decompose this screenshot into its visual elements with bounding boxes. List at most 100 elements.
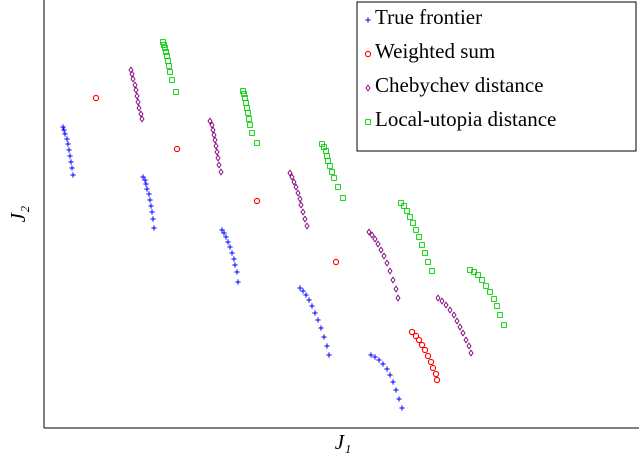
y-axis-label: J₂: [6, 206, 30, 223]
point: [163, 49, 169, 55]
point: [331, 175, 337, 181]
point: [429, 364, 437, 372]
point: [92, 94, 100, 102]
point: [457, 323, 463, 331]
legend-label: Local-utopia distance: [375, 107, 556, 131]
point: [132, 81, 138, 89]
point: [60, 124, 66, 130]
point: [318, 325, 324, 331]
point: [135, 98, 141, 106]
point: [297, 195, 303, 203]
point: [287, 169, 293, 177]
point: [326, 352, 332, 358]
point: [61, 127, 67, 133]
point: [166, 63, 172, 69]
point: [421, 346, 429, 354]
legend-marker: [364, 50, 372, 58]
point: [329, 169, 335, 175]
point: [302, 215, 308, 223]
point: [425, 259, 431, 265]
point: [167, 69, 173, 75]
point: [304, 222, 310, 230]
point: [173, 145, 181, 153]
point: [494, 303, 500, 309]
legend-marker: [365, 17, 371, 23]
point: [136, 104, 142, 112]
point: [240, 88, 246, 94]
point: [390, 276, 396, 284]
point: [412, 332, 420, 340]
point: [244, 105, 250, 111]
point: [140, 174, 146, 180]
point: [142, 177, 148, 183]
point: [424, 352, 432, 360]
point: [149, 209, 155, 215]
point: [325, 158, 331, 164]
point: [67, 153, 73, 159]
point: [212, 136, 218, 144]
point: [366, 228, 372, 236]
point: [207, 117, 213, 125]
point: [393, 387, 399, 393]
point: [408, 328, 416, 336]
point: [139, 115, 145, 123]
point: [369, 231, 375, 239]
point: [165, 58, 171, 64]
point: [460, 329, 466, 337]
point: [372, 235, 378, 243]
point: [410, 220, 416, 226]
point: [229, 250, 235, 256]
legend-marker: [365, 84, 371, 92]
point: [376, 357, 382, 363]
point: [64, 136, 70, 142]
point: [387, 267, 393, 275]
point: [211, 131, 217, 139]
point: [300, 288, 306, 294]
point: [468, 349, 474, 357]
legend-label: Weighted sum: [375, 39, 495, 63]
point: [324, 153, 330, 159]
point: [227, 244, 233, 250]
point: [151, 225, 157, 231]
point: [138, 110, 144, 118]
point: [62, 131, 68, 137]
point: [216, 161, 222, 169]
point: [433, 376, 441, 384]
point: [246, 116, 252, 122]
point: [380, 361, 386, 367]
point: [247, 122, 253, 128]
point: [150, 216, 156, 222]
point: [69, 165, 75, 171]
point: [306, 297, 312, 303]
point: [234, 269, 240, 275]
point: [144, 186, 150, 192]
point: [435, 294, 441, 302]
point: [143, 181, 149, 187]
point: [384, 366, 390, 372]
point: [463, 336, 469, 344]
point: [134, 92, 140, 100]
point: [396, 396, 402, 402]
point: [225, 239, 231, 245]
point: [146, 191, 152, 197]
point: [291, 178, 297, 186]
point: [303, 292, 309, 298]
point: [429, 268, 435, 274]
point: [427, 358, 435, 366]
point: [249, 130, 255, 136]
point: [133, 86, 139, 94]
point: [147, 197, 153, 203]
point: [161, 42, 167, 48]
point: [65, 141, 71, 147]
point: [419, 242, 425, 248]
point: [393, 285, 399, 293]
point: [422, 250, 428, 256]
point: [253, 197, 261, 205]
point: [404, 208, 410, 214]
point: [466, 342, 472, 350]
point: [418, 341, 426, 349]
point: [68, 159, 74, 165]
point: [384, 259, 390, 267]
point: [483, 283, 489, 289]
point: [387, 372, 393, 378]
